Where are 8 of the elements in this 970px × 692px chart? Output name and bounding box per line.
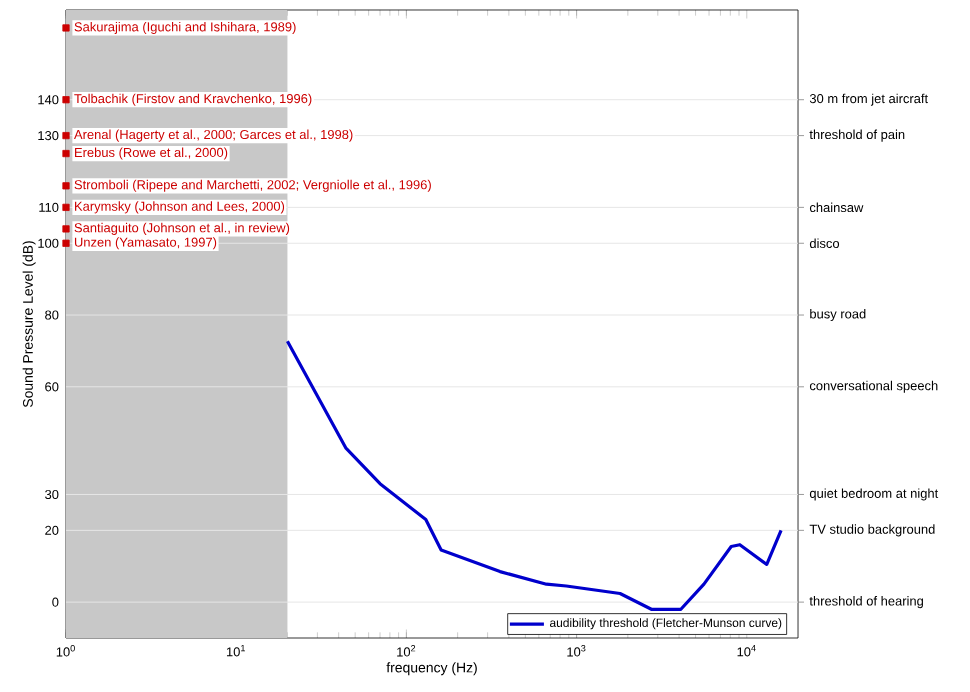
- point: [62, 225, 70, 233]
- point: [62, 24, 70, 32]
- point: [62, 96, 70, 104]
- point: [62, 132, 70, 140]
- point: [62, 182, 70, 190]
- point: [62, 239, 70, 247]
- point: [62, 149, 70, 158]
- point: [62, 203, 70, 211]
